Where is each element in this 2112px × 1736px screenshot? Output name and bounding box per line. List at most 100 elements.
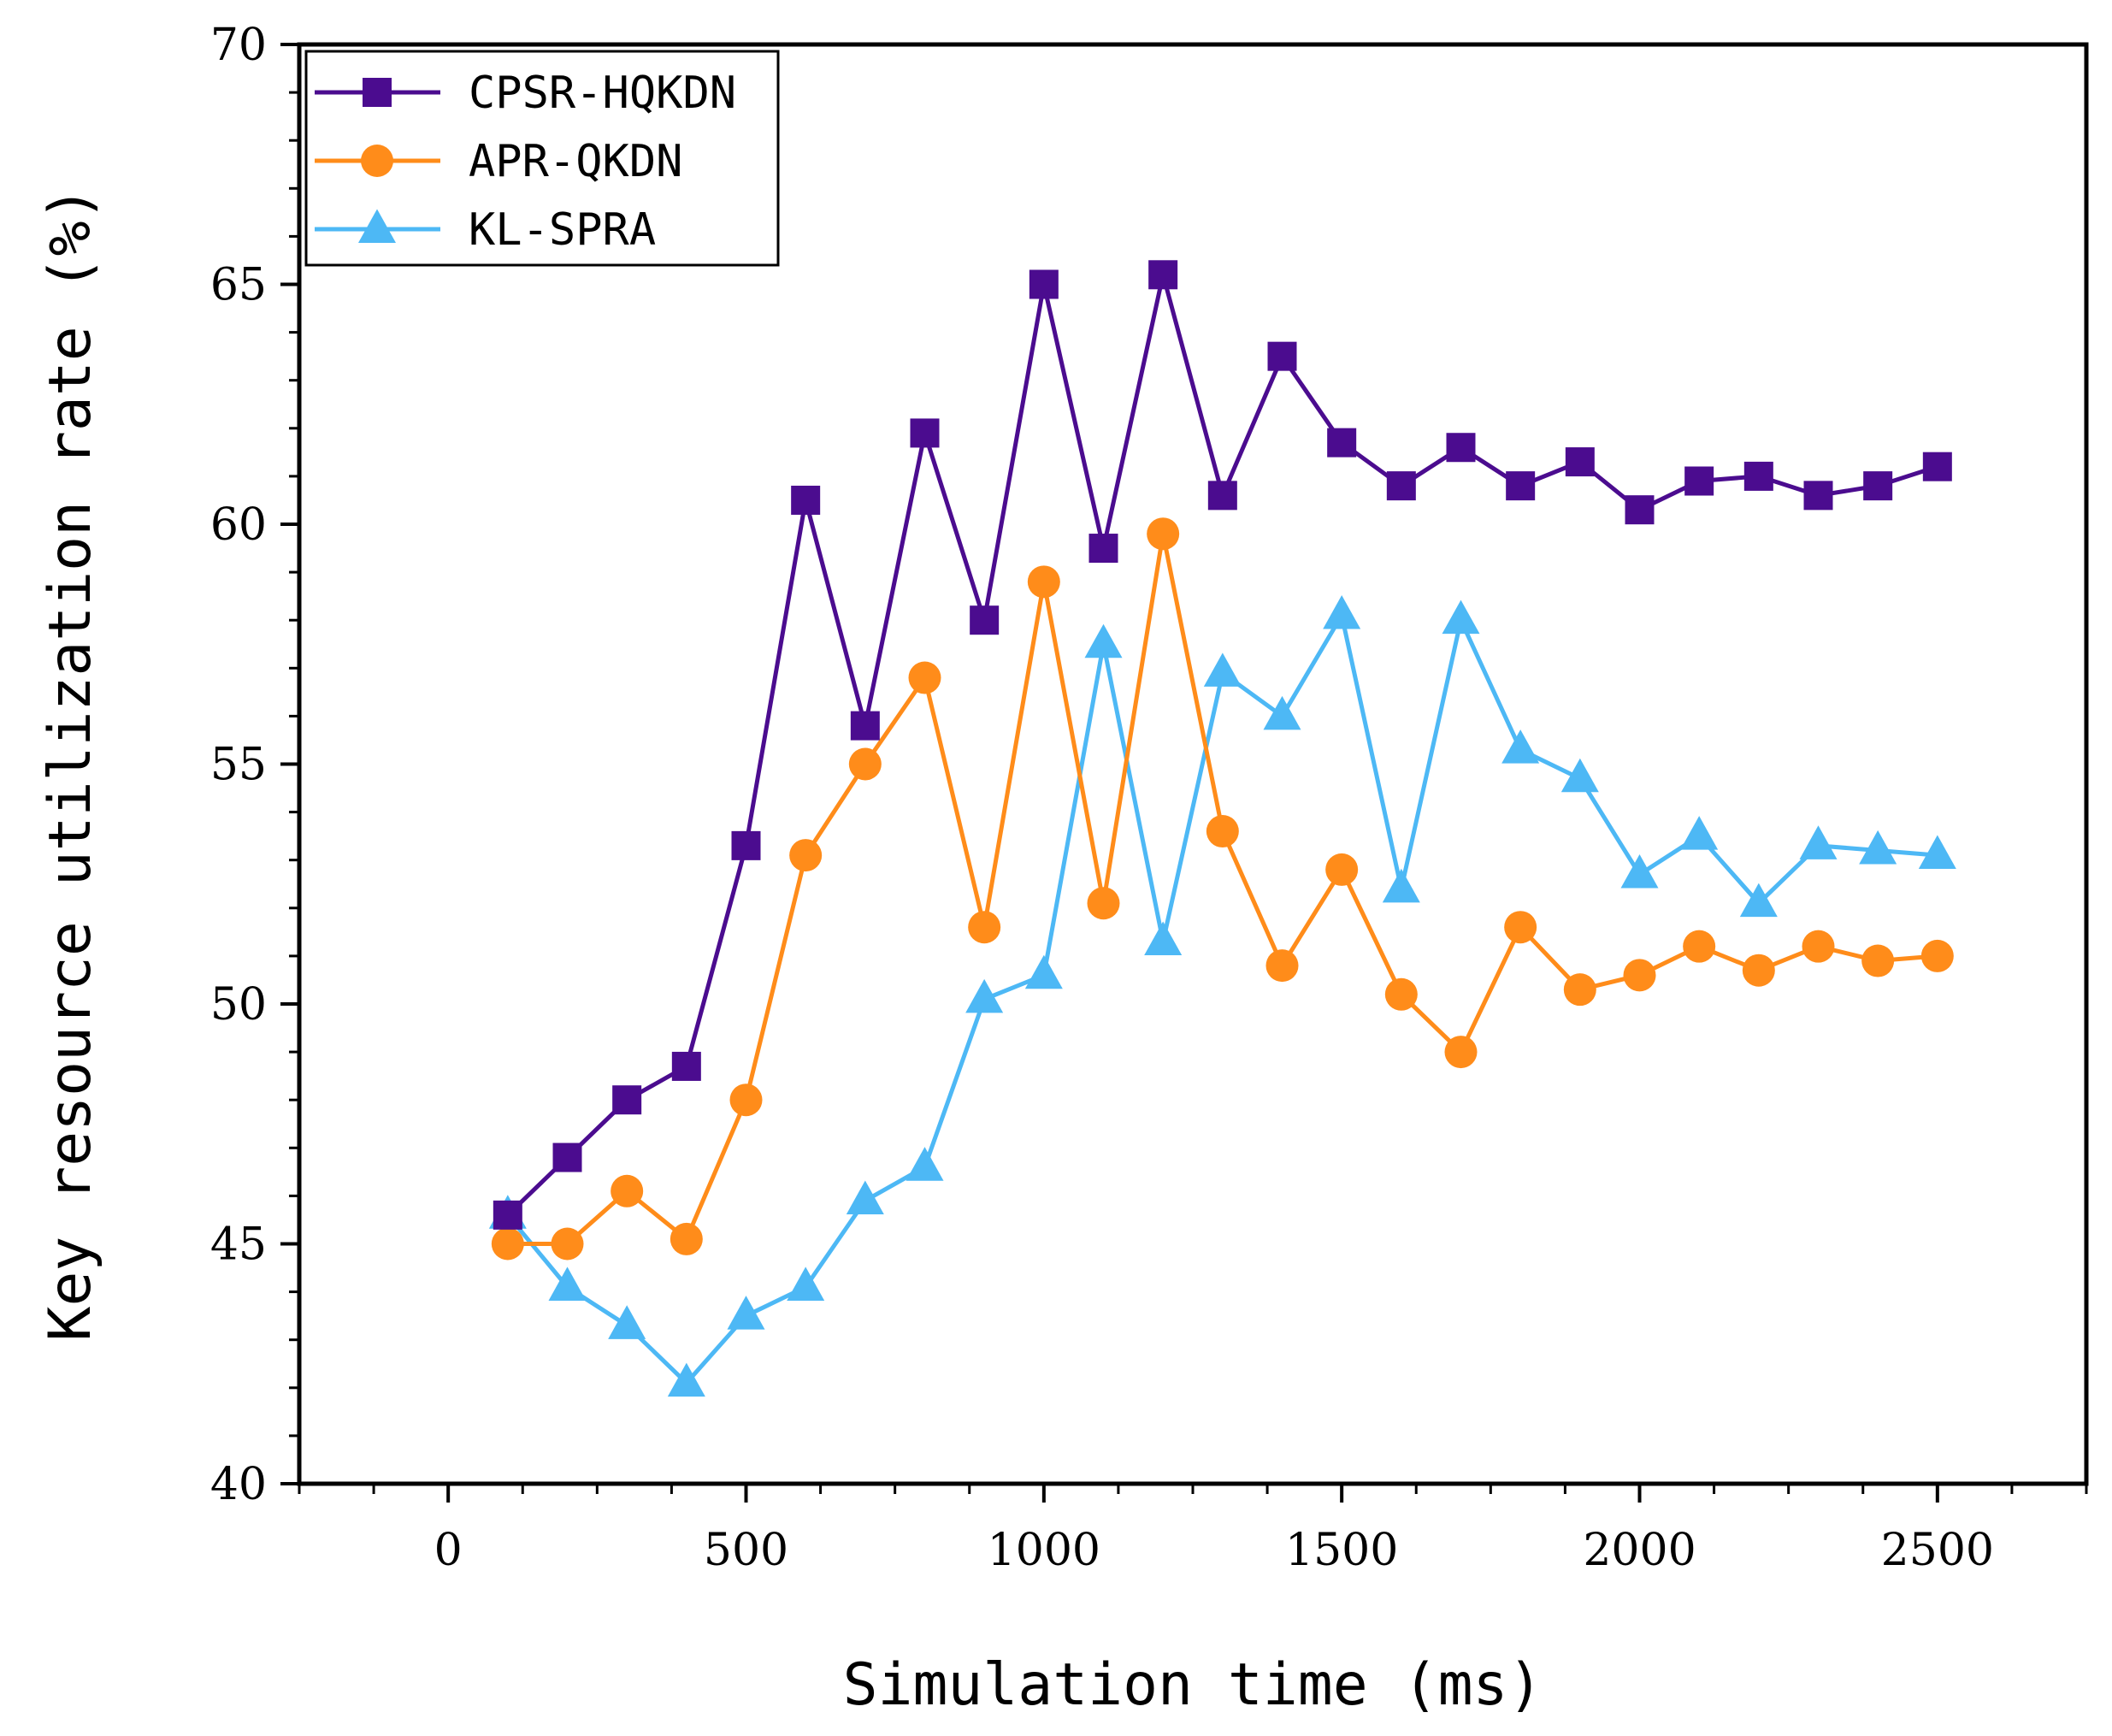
x-tick-label: 1500 — [1285, 1525, 1398, 1576]
data-point — [670, 1222, 703, 1255]
y-tick-label: 60 — [210, 499, 267, 551]
x-tick-label: 1000 — [988, 1525, 1100, 1576]
legend-label: APR-QKDN — [469, 136, 682, 187]
data-point — [1799, 825, 1838, 859]
data-point — [1087, 887, 1120, 920]
data-point — [1739, 883, 1778, 918]
data-point — [850, 711, 880, 741]
y-tick-label: 55 — [210, 740, 267, 791]
series-cpsr-hqkdn — [493, 260, 1952, 1230]
data-point — [1147, 517, 1180, 551]
y-tick-label: 65 — [210, 260, 267, 311]
data-point — [848, 747, 882, 781]
data-point — [1625, 495, 1655, 525]
data-point — [1563, 973, 1596, 1007]
data-point — [731, 830, 761, 860]
data-point — [1861, 944, 1895, 977]
y-tick-label: 45 — [210, 1219, 267, 1271]
data-point — [1206, 815, 1239, 848]
data-point — [1325, 853, 1359, 886]
y-tick-label: 70 — [210, 20, 267, 71]
data-point — [1684, 466, 1714, 496]
data-point — [551, 1227, 584, 1261]
x-tick-label: 2000 — [1583, 1525, 1696, 1576]
data-point — [727, 1296, 765, 1330]
data-point — [908, 661, 941, 694]
data-point — [1680, 816, 1719, 850]
data-point — [1863, 471, 1893, 501]
data-point — [1029, 269, 1059, 299]
data-point — [1918, 835, 1956, 870]
data-point — [1802, 930, 1835, 963]
data-point — [1024, 954, 1063, 989]
data-point — [1565, 447, 1595, 477]
data-point — [846, 1180, 884, 1214]
data-point — [1386, 471, 1416, 501]
data-point — [1384, 977, 1418, 1011]
data-point — [611, 1174, 644, 1208]
series-line — [506, 272, 1938, 1217]
legend: CPSR-HQKDN APR-QKDN KL-SPRA — [304, 50, 780, 267]
data-point — [1620, 853, 1659, 889]
series-kl-spra — [488, 595, 1956, 1397]
data-point — [1444, 1036, 1478, 1069]
data-point — [787, 1267, 825, 1301]
x-tick-label: 0 — [434, 1525, 463, 1576]
data-point — [1446, 433, 1476, 463]
series-line — [505, 613, 1938, 1385]
series-apr-qkdn — [491, 517, 1954, 1261]
data-point — [1207, 481, 1237, 511]
legend-marker — [361, 145, 393, 177]
data-point — [791, 485, 821, 515]
data-point — [970, 605, 1000, 635]
data-point — [1742, 954, 1775, 987]
data-point — [552, 1143, 582, 1172]
data-point — [1442, 599, 1480, 635]
data-point — [1382, 868, 1420, 903]
data-point — [608, 1305, 646, 1339]
data-point — [493, 1200, 522, 1230]
data-point — [1922, 452, 1952, 481]
data-point — [965, 978, 1004, 1013]
data-point — [491, 1227, 524, 1261]
y-axis-title: Key resource utilization rate (%) — [37, 186, 104, 1341]
data-point — [1501, 729, 1540, 764]
data-point — [1084, 623, 1123, 658]
data-point — [1683, 930, 1716, 963]
data-point — [1506, 471, 1536, 501]
data-point — [789, 839, 823, 872]
data-point — [1148, 260, 1178, 290]
data-point — [1263, 695, 1301, 730]
y-tick-label: 50 — [210, 979, 267, 1030]
data-point — [667, 1362, 705, 1397]
data-point — [1323, 595, 1361, 629]
data-point — [1560, 758, 1599, 793]
data-point — [729, 1084, 763, 1117]
data-point — [1265, 949, 1299, 983]
data-point — [1859, 830, 1897, 865]
x-tick-label: 500 — [704, 1525, 788, 1576]
data-point — [1504, 911, 1537, 944]
legend-label: CPSR-HQKDN — [469, 68, 736, 119]
legend-marker — [363, 78, 392, 107]
data-point — [906, 1147, 944, 1181]
data-point — [1027, 565, 1060, 599]
data-point — [910, 418, 940, 448]
data-point — [548, 1267, 587, 1301]
x-axis-title: Simulation time (ms) — [843, 1651, 1543, 1719]
data-point — [671, 1051, 701, 1081]
axis-ticks: 0 500 1000 1500 2000 2500 40 45 50 55 60 65 70 — [210, 20, 2088, 1576]
data-point — [1803, 481, 1833, 511]
data-point — [612, 1085, 642, 1115]
data-point — [1088, 534, 1118, 564]
legend-marker — [358, 209, 396, 243]
data-point — [1920, 939, 1954, 972]
x-tick-label: 2500 — [1881, 1525, 1994, 1576]
series-line — [507, 531, 1938, 1246]
data-point — [1743, 461, 1773, 491]
legend-label: KL-SPRA — [469, 204, 656, 256]
data-point — [1144, 921, 1183, 956]
y-tick-label: 40 — [210, 1459, 267, 1510]
data-point — [1267, 341, 1297, 371]
